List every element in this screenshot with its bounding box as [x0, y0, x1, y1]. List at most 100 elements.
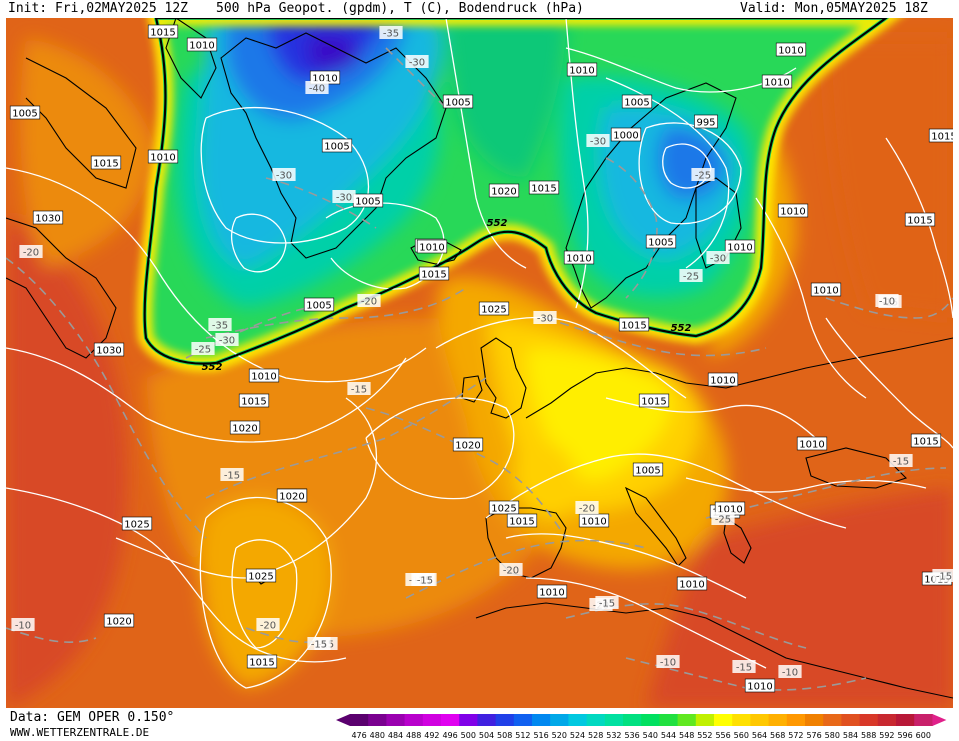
colorbar-swatch	[896, 714, 915, 726]
svg-text:1015: 1015	[931, 132, 953, 143]
colorbar-tick-label: 492	[424, 731, 439, 740]
colorbar-swatch	[750, 714, 769, 726]
temperature-label: -20	[575, 501, 599, 515]
colorbar-tick-label: 592	[879, 731, 894, 740]
svg-text:1010: 1010	[251, 372, 276, 383]
colorbar-swatch	[823, 714, 842, 726]
svg-text:1005: 1005	[306, 301, 331, 312]
temperature-label: -25	[191, 342, 215, 356]
colorbar-tick-label: 532	[606, 731, 621, 740]
pressure-label: 1015	[418, 266, 450, 281]
coast-greece	[723, 517, 752, 564]
colorbar-tick-label: 568	[770, 731, 785, 740]
pressure-label: 1010	[578, 513, 610, 528]
colorbar-tick-label: 548	[679, 731, 694, 740]
svg-text:-30: -30	[336, 193, 352, 204]
temperature-label: -10	[656, 655, 680, 669]
svg-text:-15: -15	[936, 572, 952, 583]
isotherm-15	[265, 177, 377, 229]
svg-text:1025: 1025	[481, 305, 506, 316]
svg-text:-15: -15	[599, 599, 615, 610]
temperature-label: -20	[19, 245, 43, 259]
colorbar-tick-label: 516	[533, 731, 548, 740]
svg-text:1010: 1010	[799, 440, 824, 451]
svg-text:1005: 1005	[648, 238, 673, 249]
temperature-label: -15	[732, 660, 756, 674]
temperature-label: -35	[208, 318, 232, 332]
svg-text:1015: 1015	[641, 397, 666, 408]
svg-text:-10: -10	[879, 297, 895, 308]
svg-text:1010: 1010	[813, 286, 838, 297]
isobar-10	[505, 533, 747, 599]
svg-text:552: 552	[671, 323, 692, 334]
geopotential-label: 552	[487, 218, 508, 229]
temperature-label: -30	[533, 311, 557, 325]
pressure-label: 1005	[321, 138, 353, 153]
pressure-label: 1005	[632, 462, 664, 477]
temperature-label: -10	[778, 665, 802, 679]
svg-text:-30: -30	[590, 137, 606, 148]
coast-europe	[525, 337, 953, 419]
pressure-label: 1010	[775, 42, 807, 57]
colorbar-tick-label: 564	[752, 731, 767, 740]
colorbar-swatch	[677, 714, 697, 726]
colorbar-swatch	[550, 714, 569, 726]
map-header: Init: Fri,02MAY2025 12Z 500 hPa Geopot. …	[0, 0, 959, 18]
svg-text:1010: 1010	[717, 505, 742, 516]
colorbar-tick-label: 584	[843, 731, 858, 740]
svg-text:-15: -15	[736, 663, 752, 674]
svg-text:1010: 1010	[419, 243, 444, 254]
pressure-label: 1010	[707, 372, 739, 387]
pressure-label: 1000	[610, 127, 642, 142]
isobar-9	[485, 453, 847, 529]
colorbar-swatch	[841, 714, 860, 726]
colorbar-tick-label: 580	[825, 731, 840, 740]
coast-greenland	[220, 32, 447, 259]
weather-map[interactable]: 1015 1010 1010 1005 1005 1005 1010 1015 1020 1020…	[6, 18, 953, 708]
isotherm-1	[6, 257, 207, 539]
svg-text:552: 552	[202, 362, 223, 373]
pressure-label: 1020	[488, 183, 520, 198]
colorbar-swatch	[659, 714, 678, 726]
svg-text:1015: 1015	[241, 397, 266, 408]
fill-azores-light	[200, 497, 332, 688]
svg-text:1000: 1000	[613, 131, 638, 142]
temperature-label: -30	[586, 134, 610, 148]
colorbar-swatch	[786, 714, 806, 726]
colorbar-swatch	[623, 714, 642, 726]
svg-text:1010: 1010	[780, 207, 805, 218]
temperature-label: -15	[889, 454, 913, 468]
colorbar-swatch	[568, 714, 587, 726]
temperature-label: -15	[413, 573, 437, 587]
svg-text:-15: -15	[893, 457, 909, 468]
svg-text:1030: 1030	[35, 214, 60, 225]
colorbar-tick-label: 600	[916, 731, 931, 740]
temperature-label: -20	[357, 294, 381, 308]
svg-text:-25: -25	[683, 272, 699, 283]
isotherm-12	[605, 157, 658, 299]
temperature-label: -15	[347, 382, 371, 396]
svg-text:1010: 1010	[312, 74, 337, 85]
svg-text:995: 995	[696, 118, 715, 129]
pressure-label: 1015	[147, 24, 179, 39]
svg-text:-15: -15	[311, 640, 327, 651]
colorbar-swatch	[422, 714, 442, 726]
svg-text:1010: 1010	[566, 254, 591, 265]
svg-text:-30: -30	[710, 254, 726, 265]
svg-text:-20: -20	[503, 566, 519, 577]
svg-text:1020: 1020	[455, 441, 480, 452]
colorbar-swatch	[732, 714, 751, 726]
svg-text:1010: 1010	[679, 580, 704, 591]
svg-text:-10: -10	[660, 658, 676, 669]
isobar-6	[231, 539, 298, 649]
svg-text:552: 552	[487, 218, 508, 229]
colorbar-tick-label: 540	[643, 731, 658, 740]
colorbar-swatch	[859, 714, 879, 726]
svg-text:1015: 1015	[509, 517, 534, 528]
pressure-label: 995	[694, 114, 718, 129]
pressure-label: 1010	[744, 678, 776, 693]
svg-text:1010: 1010	[764, 78, 789, 89]
colorbar-swatch	[513, 714, 533, 726]
fill-arctic-violet	[306, 33, 361, 73]
temperature-label: -30	[405, 55, 429, 69]
